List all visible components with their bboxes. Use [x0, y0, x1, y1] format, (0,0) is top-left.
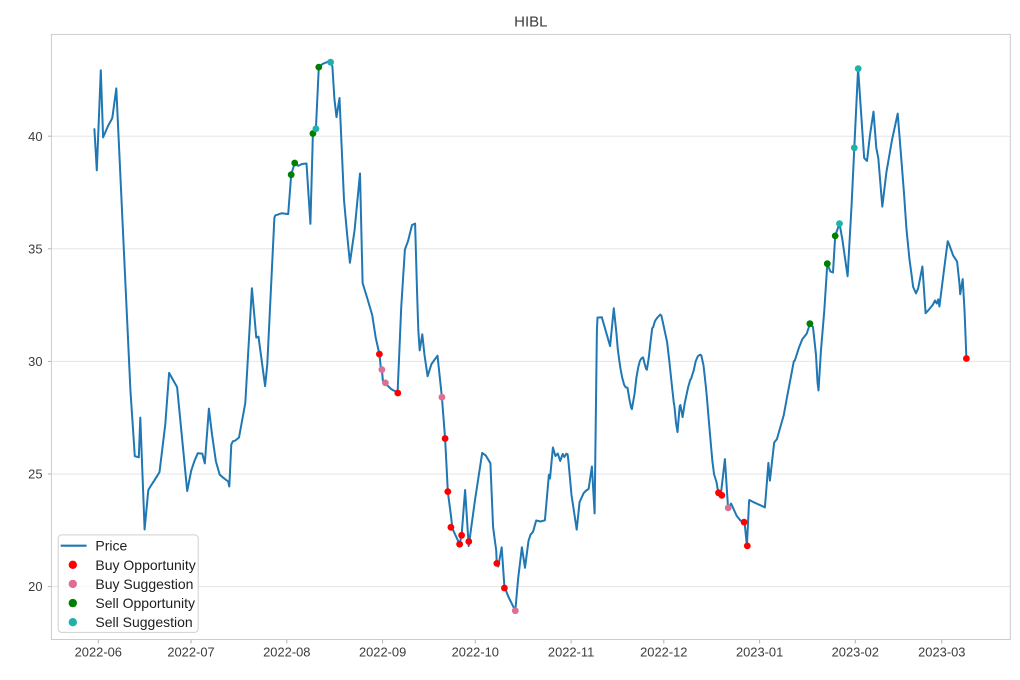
- svg-text:2022-07: 2022-07: [167, 645, 214, 660]
- svg-text:2022-06: 2022-06: [75, 645, 122, 660]
- svg-text:25: 25: [28, 467, 42, 482]
- svg-text:Price: Price: [95, 538, 127, 554]
- svg-text:2022-11: 2022-11: [548, 645, 594, 660]
- svg-text:2023-02: 2023-02: [832, 645, 879, 660]
- svg-text:30: 30: [28, 354, 42, 369]
- svg-text:Buy Suggestion: Buy Suggestion: [95, 576, 193, 592]
- svg-text:Buy Opportunity: Buy Opportunity: [95, 557, 195, 573]
- svg-text:2022-09: 2022-09: [359, 645, 406, 660]
- svg-text:Sell Opportunity: Sell Opportunity: [95, 595, 195, 611]
- svg-text:Sell Suggestion: Sell Suggestion: [95, 614, 192, 630]
- svg-text:2022-10: 2022-10: [452, 645, 499, 660]
- svg-text:20: 20: [28, 579, 42, 594]
- svg-text:HIBL: HIBL: [514, 14, 547, 31]
- svg-text:2023-01: 2023-01: [736, 645, 783, 660]
- svg-text:2022-12: 2022-12: [640, 645, 687, 660]
- svg-text:35: 35: [28, 241, 42, 256]
- svg-text:2022-08: 2022-08: [263, 645, 310, 660]
- svg-text:2023-03: 2023-03: [918, 645, 965, 660]
- svg-text:40: 40: [28, 129, 42, 144]
